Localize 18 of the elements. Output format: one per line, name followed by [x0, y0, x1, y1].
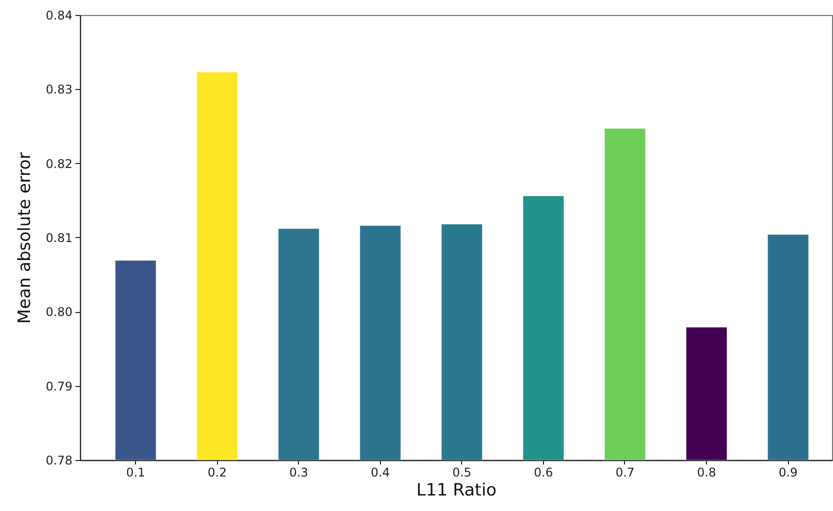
x-tick-label: 0.9 — [778, 466, 798, 480]
y-tick-label: 0.83 — [46, 82, 72, 97]
y-tick-label: 0.78 — [46, 454, 72, 468]
y-tick-label: 0.81 — [46, 231, 72, 245]
y-tick-label: 0.82 — [46, 156, 72, 171]
y-tick-label: 0.80 — [46, 305, 72, 320]
x-tick-label: 0.4 — [370, 466, 390, 480]
x-tick-label: 0.7 — [615, 466, 635, 480]
x-tick-label: 0.3 — [289, 466, 308, 480]
y-tick-label: 0.84 — [46, 8, 72, 22]
x-axis-title: L11 Ratio — [416, 480, 497, 500]
x-tick-label: 0.5 — [452, 466, 472, 480]
x-tick-label: 0.6 — [534, 466, 553, 480]
y-tick-label: 0.79 — [46, 379, 72, 394]
x-tick-label: 0.1 — [126, 466, 146, 480]
x-tick-label: 0.8 — [697, 466, 716, 480]
x-tick-label: 0.2 — [208, 466, 227, 480]
y-axis-title: Mean absolute error — [14, 152, 35, 324]
